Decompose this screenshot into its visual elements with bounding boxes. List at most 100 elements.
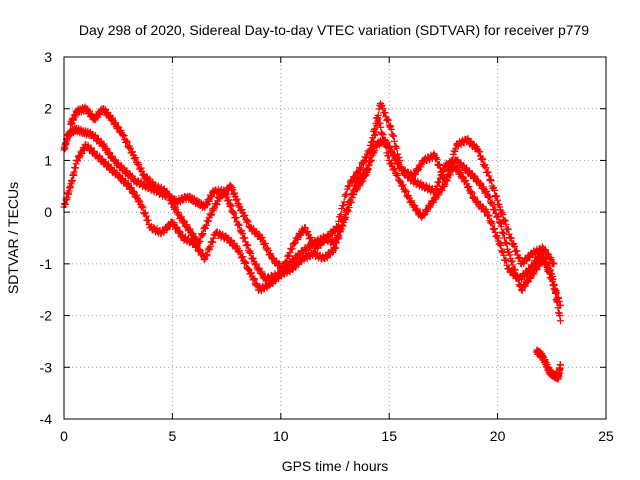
data-point-dense bbox=[498, 248, 506, 256]
y-tick-label: 0 bbox=[44, 204, 52, 220]
data-point-dense bbox=[241, 234, 249, 242]
data-point-dense bbox=[547, 274, 555, 282]
data-point-dense bbox=[130, 187, 138, 195]
data-point-dense bbox=[426, 203, 434, 211]
data-point-dense bbox=[102, 145, 110, 153]
data-point-dense bbox=[285, 252, 293, 260]
data-point-dense bbox=[230, 209, 238, 217]
data-point-dense bbox=[225, 196, 233, 204]
data-point-dense bbox=[490, 186, 498, 194]
data-point-dense bbox=[307, 233, 315, 241]
data-point-dense bbox=[139, 204, 147, 212]
data-point-dense bbox=[132, 193, 140, 201]
data-point-dense bbox=[542, 261, 550, 269]
data-point-dense bbox=[497, 247, 505, 255]
data-point-dense bbox=[505, 230, 513, 238]
data-point-dense bbox=[241, 211, 249, 219]
data-point-dense bbox=[127, 184, 135, 192]
data-point-dense bbox=[352, 181, 360, 189]
data-point-dense bbox=[553, 289, 561, 297]
data-point-dense bbox=[202, 252, 210, 260]
data-point-dense bbox=[297, 231, 305, 239]
data-point-dense bbox=[379, 104, 387, 112]
data-point-dense bbox=[333, 239, 341, 247]
data-point-dense bbox=[498, 228, 506, 236]
data-point-dense bbox=[529, 263, 537, 271]
y-tick-label: 2 bbox=[44, 101, 52, 117]
data-point-dense bbox=[383, 115, 391, 123]
data-point-dense bbox=[482, 188, 490, 196]
data-point-dense bbox=[349, 190, 357, 198]
data-point-dense bbox=[135, 196, 143, 204]
data-point-dense bbox=[350, 186, 358, 194]
data-point-dense bbox=[435, 191, 443, 199]
data-point-dense bbox=[198, 231, 206, 239]
data-point-dense bbox=[335, 217, 343, 225]
data-point-dense bbox=[243, 217, 251, 225]
data-point-dense bbox=[390, 137, 398, 145]
data-point-dense bbox=[238, 229, 246, 237]
data-point-dense bbox=[364, 147, 372, 155]
data-point-dense bbox=[443, 173, 451, 181]
data-point-dense bbox=[396, 157, 404, 165]
data-point-dense bbox=[394, 150, 402, 158]
data-point-dense bbox=[539, 253, 547, 261]
data-point-dense bbox=[507, 234, 515, 242]
data-point-dense bbox=[493, 196, 501, 204]
data-point-dense bbox=[364, 162, 372, 170]
x-tick-label: 15 bbox=[381, 428, 397, 444]
data-point-dense bbox=[404, 193, 412, 201]
y-tick-label: 3 bbox=[44, 49, 52, 65]
data-point-dense bbox=[491, 205, 499, 213]
data-point bbox=[244, 265, 252, 273]
data-point-dense bbox=[374, 111, 382, 119]
data-point-dense bbox=[346, 196, 354, 204]
data-point-dense bbox=[394, 171, 402, 179]
data-point-dense bbox=[448, 157, 456, 165]
data-point-dense bbox=[169, 220, 177, 228]
data-point-dense bbox=[541, 246, 549, 254]
data-point-dense bbox=[401, 186, 409, 194]
data-point-dense bbox=[339, 217, 347, 225]
data-point-dense bbox=[180, 217, 188, 225]
data-point-dense bbox=[532, 258, 540, 266]
data-point-dense bbox=[509, 261, 517, 269]
data-point-dense bbox=[203, 251, 211, 259]
data-point-dense bbox=[485, 212, 493, 220]
data-point-dense bbox=[114, 123, 122, 131]
data-point-dense bbox=[526, 253, 534, 261]
data-point-dense bbox=[125, 144, 133, 152]
data-point-dense bbox=[510, 243, 518, 251]
data-point-dense bbox=[244, 218, 252, 226]
data-point-dense bbox=[206, 210, 214, 218]
data-point-dense bbox=[234, 202, 242, 210]
data-point-dense bbox=[301, 224, 309, 232]
data-point-dense bbox=[502, 256, 510, 264]
data-point bbox=[442, 177, 450, 185]
data-point-dense bbox=[445, 166, 453, 174]
data-point-dense bbox=[444, 168, 452, 176]
data-point-dense bbox=[365, 158, 373, 166]
data-point-dense bbox=[495, 240, 503, 248]
data-point-dense bbox=[530, 270, 538, 278]
data-point-dense bbox=[430, 150, 438, 158]
data-point-dense bbox=[339, 202, 347, 210]
data-point-dense bbox=[200, 256, 208, 264]
data-point-dense bbox=[456, 169, 464, 177]
data-point-dense bbox=[497, 219, 505, 227]
data-point-dense bbox=[385, 142, 393, 150]
data-point-dense bbox=[204, 217, 212, 225]
x-tick-label: 20 bbox=[490, 428, 506, 444]
data-point-dense bbox=[416, 161, 424, 169]
data-point-dense bbox=[261, 240, 269, 248]
data-point-dense bbox=[283, 257, 291, 265]
data-point-dense bbox=[387, 122, 395, 130]
data-point-dense bbox=[209, 234, 217, 242]
data-point-dense bbox=[494, 213, 502, 221]
data-point-dense bbox=[366, 141, 374, 149]
data-point-dense bbox=[267, 250, 275, 258]
data-points bbox=[60, 100, 564, 383]
data-point-dense bbox=[390, 132, 398, 140]
y-tick-label: 1 bbox=[44, 152, 52, 168]
